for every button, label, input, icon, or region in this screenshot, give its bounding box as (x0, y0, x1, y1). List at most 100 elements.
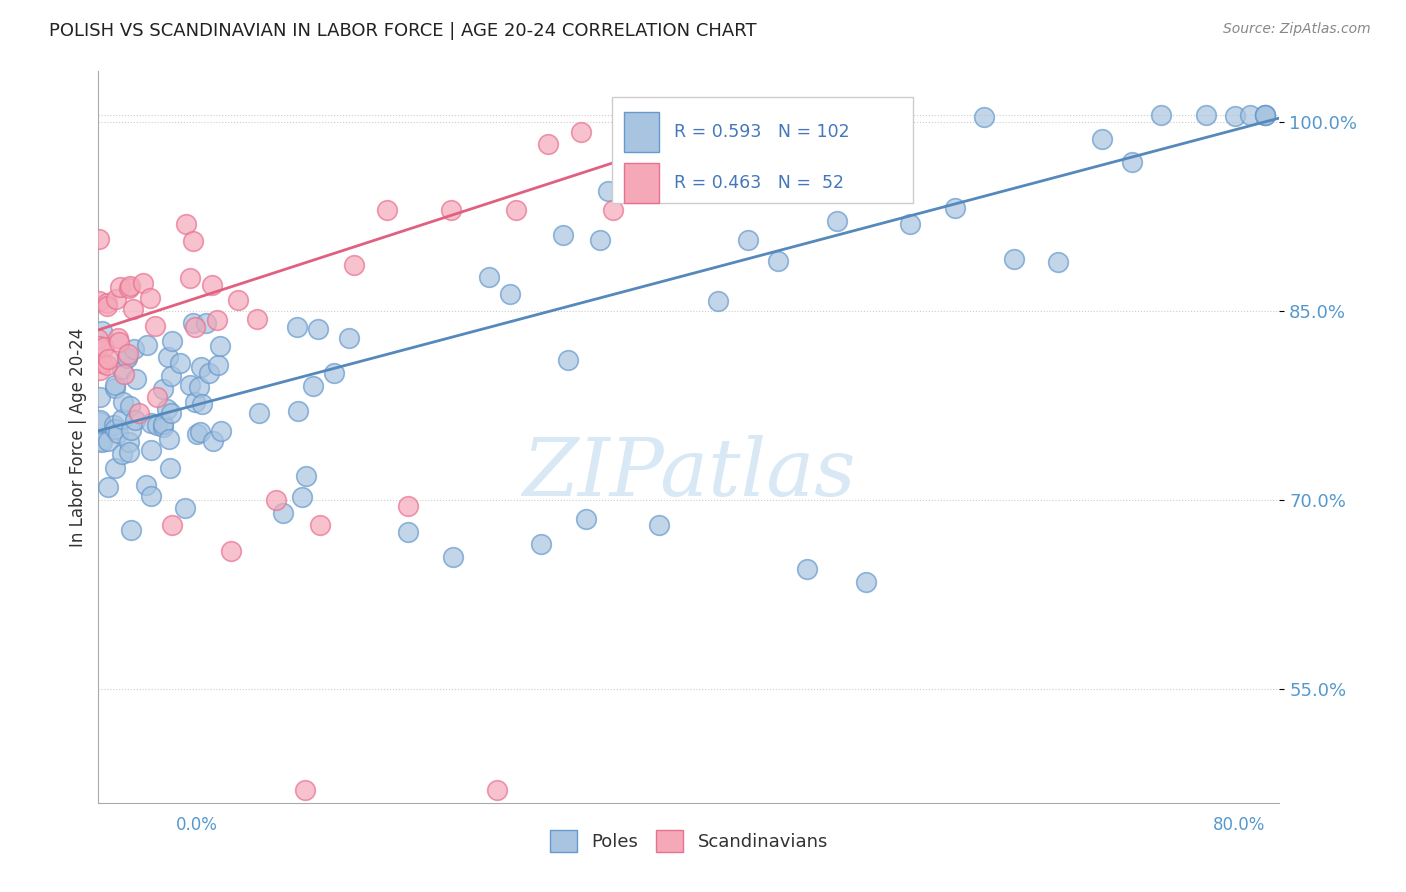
Point (115, 351, 138, 366)
Point (763, 108, 786, 122)
Point (246, 311, 269, 326)
Point (136, 337, 159, 351)
Point (118, 400, 141, 414)
Point (132, 277, 155, 291)
Text: ZIPatlas: ZIPatlas (522, 435, 856, 512)
Point (174, 500, 197, 515)
Point (143, 319, 166, 334)
Point (90, 356, 112, 370)
Point (478, 270, 501, 285)
Point (135, 477, 157, 491)
Point (537, 136, 560, 151)
Point (96, 299, 118, 313)
Point (441, 549, 464, 564)
Point (176, 217, 198, 231)
Point (707, 293, 730, 308)
Point (179, 271, 201, 285)
Text: 80.0%: 80.0% (1213, 816, 1265, 834)
Point (91, 435, 114, 450)
Point (598, 185, 620, 199)
Point (855, 575, 877, 590)
Point (179, 378, 201, 392)
Point (118, 445, 141, 459)
Point (96, 296, 118, 310)
Point (207, 358, 229, 372)
Point (89, 363, 111, 377)
Point (152, 417, 174, 432)
Point (184, 394, 207, 409)
Point (1121, 155, 1143, 169)
Point (139, 291, 162, 305)
Point (440, 203, 463, 218)
Bar (624, 163, 659, 203)
Point (273, 506, 295, 520)
Point (499, 286, 522, 301)
Point (221, 543, 243, 558)
Point (181, 234, 204, 248)
Point (146, 417, 169, 432)
Point (375, 203, 398, 218)
Point (111, 412, 134, 426)
Y-axis label: In Labor Force | Age 20-24: In Labor Force | Age 20-24 (69, 327, 87, 547)
Point (343, 258, 366, 272)
Point (678, 172, 700, 186)
Point (307, 322, 329, 336)
Point (1239, 108, 1261, 122)
Point (825, 213, 848, 227)
Point (943, 201, 966, 215)
Point (162, 518, 183, 533)
Point (90, 324, 112, 338)
Text: R = 0.593   N = 102: R = 0.593 N = 102 (673, 123, 849, 141)
Point (208, 338, 231, 352)
Point (104, 461, 127, 475)
Point (104, 378, 127, 392)
Point (124, 342, 146, 356)
Point (141, 416, 163, 430)
Point (575, 512, 598, 526)
Point (1091, 132, 1114, 146)
Point (398, 524, 420, 539)
Point (157, 432, 180, 446)
Point (264, 493, 287, 508)
Point (105, 292, 128, 306)
Point (125, 372, 148, 386)
Point (89, 434, 111, 449)
Point (309, 518, 332, 533)
Point (103, 418, 125, 433)
Point (569, 125, 592, 139)
Point (186, 426, 208, 441)
Point (120, 423, 142, 437)
Point (1002, 252, 1025, 267)
Point (97, 351, 120, 366)
Point (209, 424, 232, 438)
Point (159, 406, 181, 420)
Point (1254, 108, 1277, 122)
Point (190, 360, 212, 375)
Point (159, 461, 181, 475)
Point (89, 415, 111, 429)
Point (1150, 108, 1173, 122)
Point (1195, 108, 1218, 122)
Point (648, 518, 671, 533)
Point (89, 413, 111, 427)
Point (666, 108, 689, 122)
Point (169, 356, 191, 370)
Point (766, 253, 789, 268)
Point (118, 281, 141, 295)
Point (152, 419, 174, 434)
Point (117, 347, 139, 361)
Point (294, 783, 316, 797)
Point (184, 320, 207, 334)
Point (285, 319, 308, 334)
Text: 0.0%: 0.0% (176, 816, 218, 834)
Point (291, 491, 314, 505)
Point (160, 334, 183, 348)
Point (152, 382, 174, 396)
Legend: Poles, Scandinavians: Poles, Scandinavians (543, 823, 835, 860)
Point (796, 562, 818, 576)
Point (205, 313, 228, 327)
Point (195, 316, 218, 330)
Point (128, 406, 150, 420)
Point (699, 108, 721, 122)
Point (551, 228, 574, 243)
